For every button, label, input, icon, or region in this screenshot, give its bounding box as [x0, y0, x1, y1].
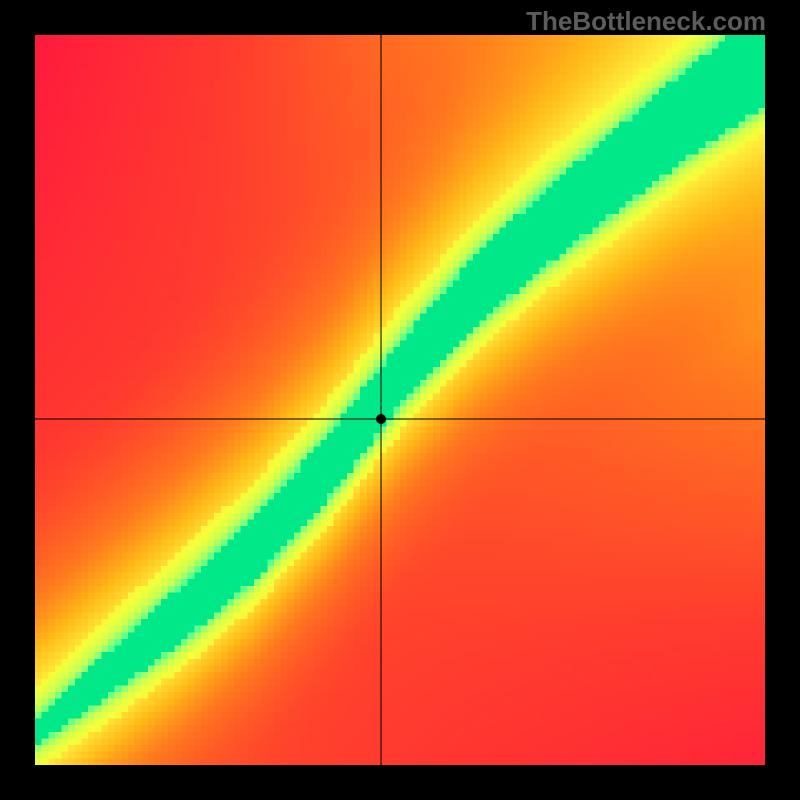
watermark-text: TheBottleneck.com — [526, 6, 766, 37]
chart-container: TheBottleneck.com — [0, 0, 800, 800]
bottleneck-heatmap — [35, 35, 765, 765]
